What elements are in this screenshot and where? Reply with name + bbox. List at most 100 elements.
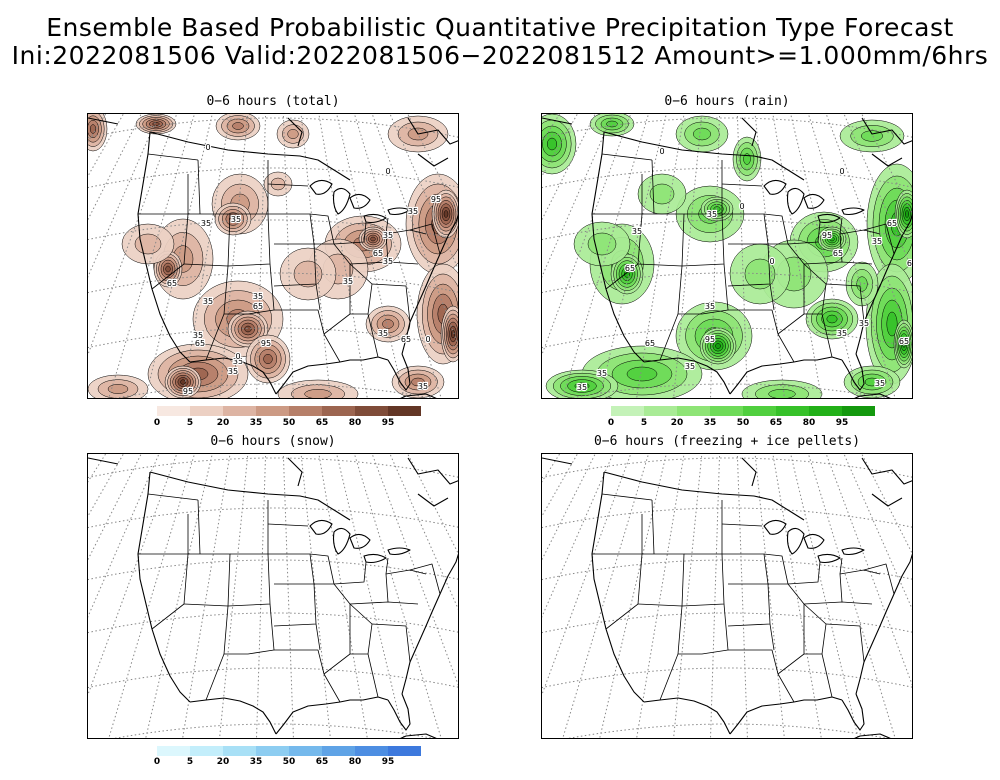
- state-border: [349, 603, 373, 655]
- probability-contour: [693, 127, 711, 141]
- contour-label: 0: [425, 335, 430, 344]
- latitude-line: [542, 117, 912, 139]
- map-panel-freezing: [541, 453, 913, 739]
- longitude-line: [407, 454, 458, 555]
- colorbar-tick-label: 80: [348, 757, 362, 767]
- state-border: [350, 653, 379, 698]
- colorbar-swatch: [190, 406, 223, 416]
- colorbar-tick-label: 5: [186, 418, 194, 428]
- longitude-line: [88, 454, 178, 696]
- coastline: [189, 697, 277, 735]
- map-panel-rain: 3535653535659535356595653535656535350000: [541, 113, 913, 399]
- probability-contour: [382, 319, 394, 329]
- state-border: [777, 583, 805, 675]
- state-border: [138, 174, 189, 215]
- longitude-line: [599, 114, 667, 398]
- latitude-line: [88, 457, 458, 479]
- map-outlines: [542, 117, 912, 398]
- contour-label: 65: [907, 259, 913, 268]
- longitude-line: [825, 114, 912, 346]
- latitude-line: [88, 117, 458, 139]
- state-border: [323, 583, 351, 675]
- longitude-line: [88, 454, 142, 561]
- contour-label: 95: [183, 387, 193, 396]
- colorbar-swatch: [809, 406, 842, 416]
- longitude-line: [542, 454, 578, 517]
- colorbar-tick-label: 20: [670, 418, 684, 428]
- longitude-line: [256, 454, 267, 738]
- longitude-line: [861, 454, 912, 555]
- state-border: [333, 221, 367, 245]
- state-border: [863, 563, 895, 595]
- longitude-line: [673, 454, 703, 738]
- probability-shading: [88, 114, 458, 398]
- state-border: [267, 523, 309, 527]
- contour-label: 35: [872, 237, 882, 246]
- coastline: [729, 696, 843, 735]
- figure-title: Ensemble Based Probabilistic Quantitativ…: [46, 13, 954, 42]
- colorbar-swatch: [388, 746, 421, 756]
- state-border: [728, 309, 795, 363]
- probability-contour: [232, 122, 244, 130]
- contour-labels: 3535653535659535356595653535656535350000: [576, 146, 913, 393]
- coastline: [855, 553, 912, 695]
- coastline: [591, 131, 645, 363]
- state-border: [147, 493, 199, 501]
- contour-label: 35: [837, 329, 847, 338]
- contour-label: 65: [167, 279, 177, 288]
- colorbar-rain-ticks: 0 5 20 35 50 65 80 95: [607, 418, 911, 430]
- canada-border: [603, 471, 805, 521]
- coastline: [643, 357, 731, 395]
- probability-contour: [856, 276, 868, 292]
- latitude-line: [568, 383, 888, 398]
- longitude-line: [736, 454, 748, 738]
- state-border: [787, 561, 821, 585]
- latitude-line: [114, 383, 434, 398]
- longitude-line: [636, 114, 685, 398]
- probability-contour: [587, 232, 617, 256]
- state-border: [637, 213, 685, 267]
- contour-label: 0: [385, 167, 390, 176]
- longitude-line: [371, 114, 458, 346]
- latitude-line: [542, 667, 912, 689]
- colorbar-tick-label: 50: [282, 757, 296, 767]
- contour-label: 35: [383, 257, 393, 266]
- contour-label: 0: [659, 147, 664, 156]
- state-border: [727, 583, 771, 627]
- probability-contour: [826, 314, 838, 324]
- colorbar-swatch: [289, 746, 322, 756]
- colorbar-tick-label: 80: [348, 418, 362, 428]
- canada-border: [149, 471, 351, 521]
- coastline: [275, 696, 389, 735]
- colorbar-swatch: [388, 406, 421, 416]
- state-border: [227, 553, 271, 607]
- contour-label: 65: [645, 339, 655, 348]
- state-border: [409, 223, 441, 255]
- caribbean-islands: [854, 733, 891, 738]
- colorbar-tick-label: 0: [607, 418, 615, 428]
- contour-label: 0: [769, 257, 774, 266]
- contour-label: 65: [625, 264, 635, 273]
- state-border: [197, 159, 201, 215]
- caribbean-islands: [400, 733, 437, 738]
- state-border: [183, 213, 231, 267]
- contour-label: 35: [408, 207, 418, 216]
- coastline: [841, 353, 865, 391]
- state-border: [777, 243, 805, 335]
- contour-label: 35: [577, 383, 587, 392]
- contour-label: 95: [822, 231, 832, 240]
- contour-label: 65: [833, 249, 843, 258]
- contour-label: 35: [343, 277, 353, 286]
- state-border: [678, 263, 729, 315]
- latitude-line: [88, 272, 458, 294]
- canada-coast: [542, 457, 912, 507]
- contour-label: 35: [231, 215, 241, 224]
- state-border: [592, 174, 643, 215]
- state-border: [147, 153, 199, 161]
- longitude-line: [182, 454, 231, 738]
- state-border: [721, 523, 763, 527]
- state-border: [681, 213, 725, 267]
- colorbar-tick-label: 65: [315, 418, 329, 428]
- probability-contour: [370, 236, 376, 242]
- state-border: [659, 605, 683, 701]
